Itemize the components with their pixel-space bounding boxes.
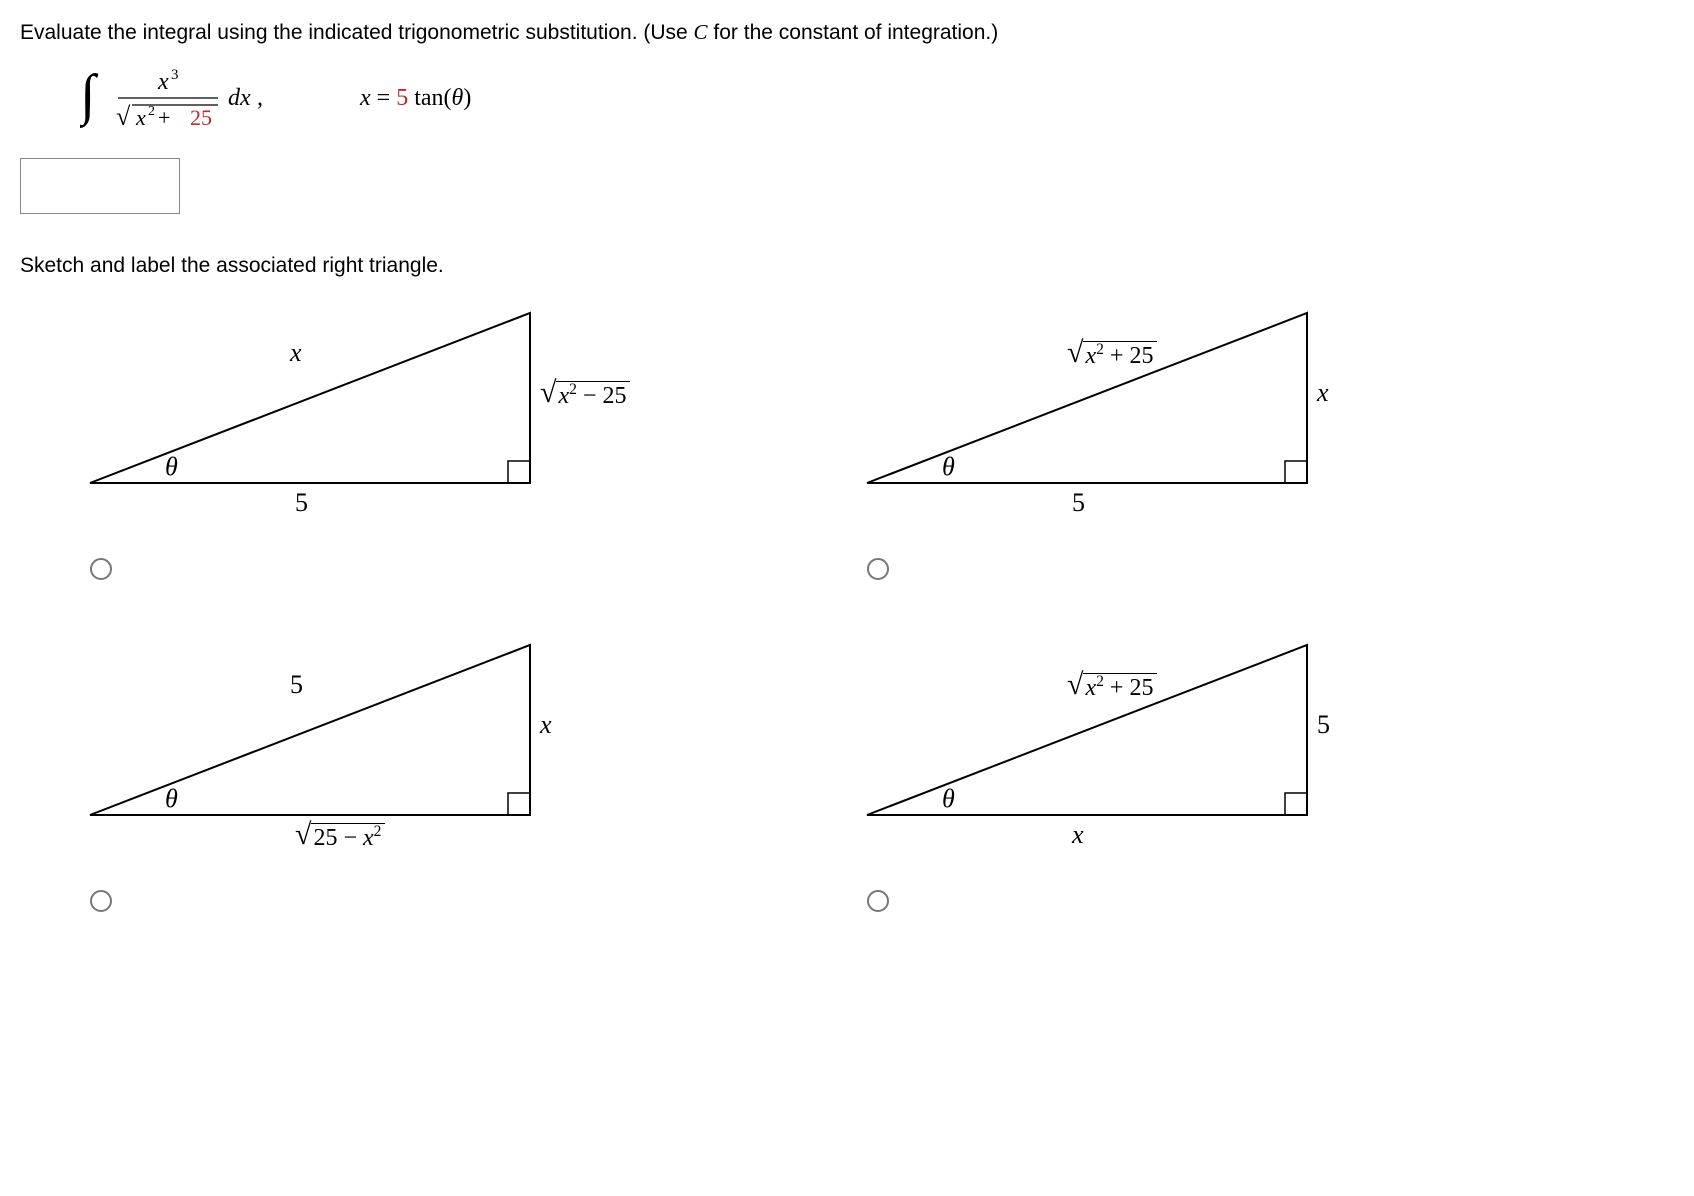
hypotenuse-label: 5	[290, 670, 303, 700]
svg-text:25: 25	[190, 105, 212, 130]
adjacent-label: x	[1072, 820, 1084, 850]
instruction-text: Evaluate the integral using the indicate…	[20, 20, 1674, 45]
hypotenuse-label: √x2 + 25	[1067, 338, 1157, 371]
svg-text:dx: dx	[228, 85, 251, 111]
svg-text:2: 2	[148, 104, 155, 119]
option-radio-3[interactable]	[90, 890, 112, 912]
triangle-option-3: θ 5 x √25 − x2	[80, 640, 837, 912]
opposite-label: 5	[1317, 710, 1330, 740]
triangle-figure: θ 5 x √25 − x2	[80, 640, 700, 870]
triangle-figure: θ √x2 + 25 x 5	[857, 308, 1477, 538]
theta-label: θ	[942, 784, 955, 814]
triangle-figure: θ x √x2 − 25 5	[80, 308, 700, 538]
hypotenuse-label: √x2 + 25	[1067, 670, 1157, 703]
opposite-label: x	[1317, 378, 1329, 408]
adjacent-label: √25 − x2	[295, 820, 385, 853]
option-radio-1[interactable]	[90, 558, 112, 580]
adjacent-label: 5	[1072, 488, 1085, 518]
triangle-option-2: θ √x2 + 25 x 5	[857, 308, 1614, 580]
adjacent-label: 5	[295, 488, 308, 518]
substitution-expression: x = 5 tan(θ)	[360, 85, 471, 112]
integral-expression: ∫ x 3 √ x 2 + 25 dx ,	[80, 63, 300, 133]
svg-text:∫: ∫	[80, 64, 99, 129]
svg-text:x: x	[157, 69, 169, 95]
triangle-figure: θ √x2 + 25 5 x	[857, 640, 1477, 870]
option-radio-4[interactable]	[867, 890, 889, 912]
svg-text:3: 3	[171, 67, 179, 83]
sub-instruction: Sketch and label the associated right tr…	[20, 254, 1674, 278]
opposite-label: x	[540, 710, 552, 740]
svg-text:x: x	[135, 105, 146, 130]
opposite-label: √x2 − 25	[540, 378, 630, 411]
triangle-option-1: θ x √x2 − 25 5	[80, 308, 837, 580]
triangle-option-4: θ √x2 + 25 5 x	[857, 640, 1614, 912]
svg-text:,: ,	[257, 85, 263, 111]
svg-text:+: +	[158, 105, 170, 130]
hypotenuse-label: x	[290, 338, 302, 368]
option-radio-2[interactable]	[867, 558, 889, 580]
theta-label: θ	[165, 452, 178, 482]
formula-row: ∫ x 3 √ x 2 + 25 dx , x = 5 tan(θ)	[80, 63, 1674, 133]
theta-label: θ	[165, 784, 178, 814]
theta-label: θ	[942, 452, 955, 482]
answer-input-box[interactable]	[20, 158, 180, 214]
svg-text:√: √	[116, 102, 131, 131]
triangle-options: θ x √x2 − 25 5 θ √x2 + 25 x 5 θ 5 x √25 − x2 θ √x2 + …	[80, 308, 1614, 912]
